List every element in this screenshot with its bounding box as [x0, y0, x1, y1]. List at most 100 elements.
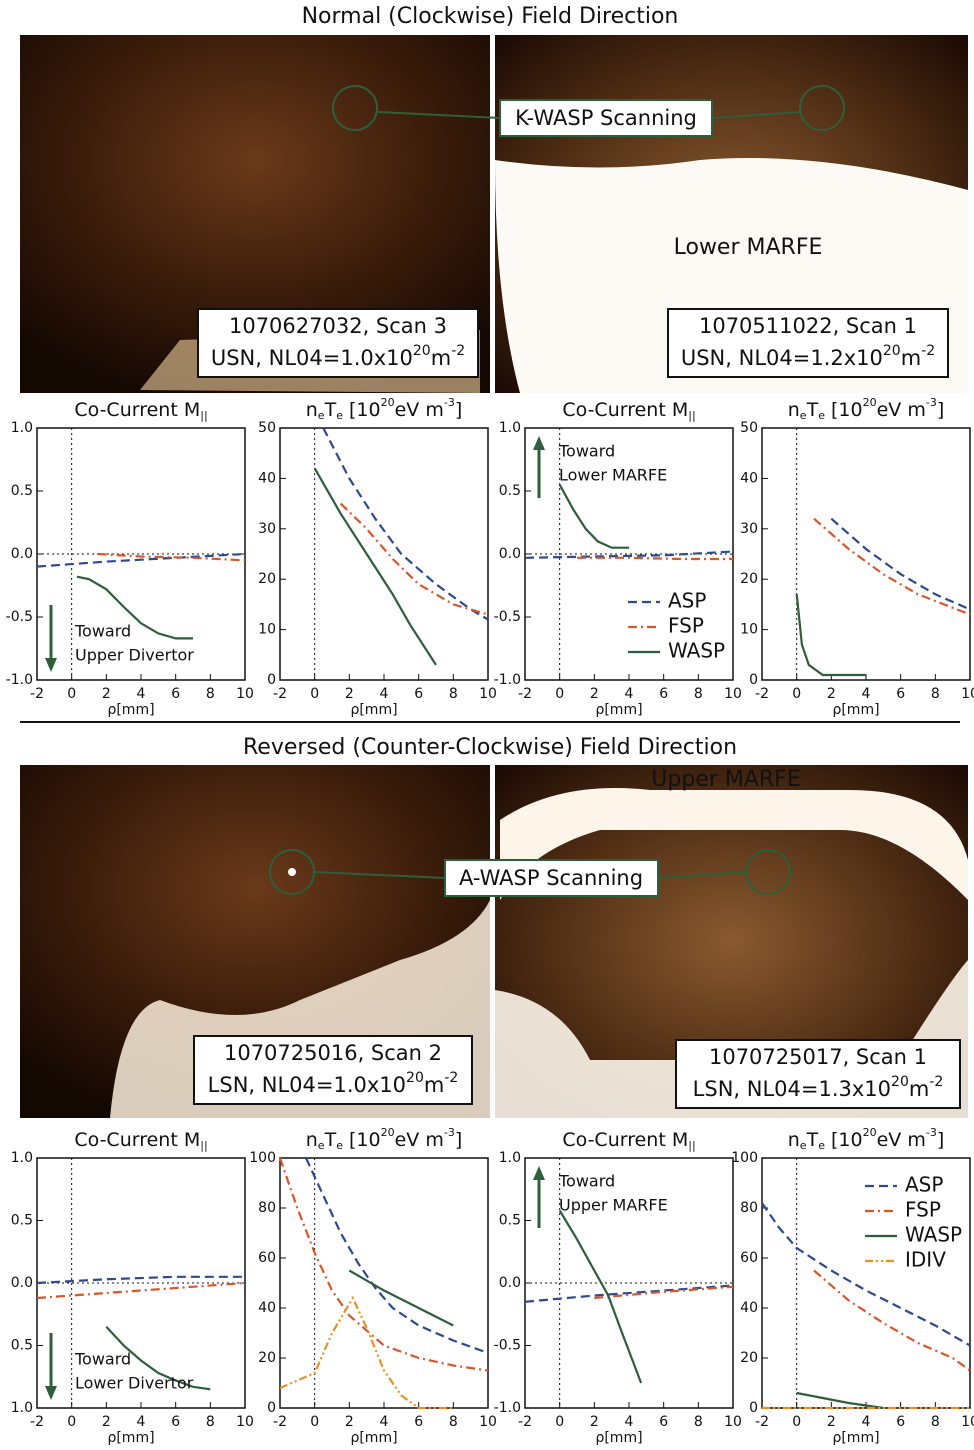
shot-box: 1070725017, Scan 1 LSN, NL04=1.3x1020m-2	[675, 1039, 961, 1109]
title-part: [10	[825, 399, 863, 421]
y-tick-label: 40	[258, 1300, 276, 1316]
series-line	[761, 1202, 971, 1347]
y-tick-label: 30	[258, 521, 276, 537]
y-tick-label: 100	[249, 1150, 276, 1166]
y-tick-label: 0.0	[11, 546, 33, 562]
y-tick-label: 60	[740, 1250, 758, 1266]
y-tick-label: 0	[749, 1400, 758, 1416]
title-part: eV m	[395, 399, 444, 421]
probe-spot	[288, 868, 296, 876]
y-tick-label: -0.5	[494, 609, 521, 625]
title-part: e	[318, 1139, 325, 1152]
title-part: eV m	[877, 1129, 926, 1151]
y-tick-label: 40	[258, 470, 276, 486]
x-tick-label: 10	[724, 686, 742, 702]
title-part: ]	[937, 1129, 944, 1151]
title-part: n	[788, 399, 800, 421]
series-line	[558, 1209, 643, 1384]
x-tick-label: 8	[931, 1414, 940, 1430]
x-tick-label: 0	[310, 686, 319, 702]
x-tick-label: 2	[345, 1414, 354, 1430]
y-tick-label: 30	[740, 521, 758, 537]
title-part: Co-Current M	[562, 399, 688, 421]
series-line	[348, 1269, 454, 1327]
x-tick-label: -2	[30, 1414, 44, 1430]
x-axis-label: ρ[mm]	[107, 702, 154, 718]
x-tick-label: 8	[694, 686, 703, 702]
annotation-arrowhead	[533, 1166, 545, 1180]
x-axis-label: ρ[mm]	[350, 1430, 397, 1446]
title-part: -3	[926, 396, 937, 409]
y-tick-label: 10	[740, 622, 758, 638]
x-tick-label: 4	[137, 686, 146, 702]
x-axis-label: ρ[mm]	[832, 702, 879, 718]
x-tick-label: -2	[755, 1414, 769, 1430]
section-title: Normal (Clockwise) Field Direction	[302, 4, 679, 29]
probe-circle	[799, 85, 845, 131]
y-tick-label: 20	[258, 571, 276, 587]
title-part: e	[318, 409, 325, 422]
y-tick-label: -0.5	[494, 1338, 521, 1354]
legend-label: ASP	[668, 589, 706, 613]
x-tick-label: 0	[310, 1414, 319, 1430]
y-tick-label: 1.0	[11, 1150, 33, 1166]
y-tick-label: 1.0	[499, 420, 521, 436]
series-line	[339, 502, 489, 616]
legend-label: WASP	[905, 1223, 962, 1247]
image-note: Upper MARFE	[651, 767, 800, 792]
x-tick-label: 6	[171, 1414, 180, 1430]
series-line	[278, 1157, 489, 1372]
condition: USN, NL04=1.2x1020m-2	[681, 343, 935, 370]
annotation: Upper Divertor	[75, 646, 194, 665]
arrow	[314, 871, 446, 879]
glow	[500, 788, 968, 900]
plot-frame	[761, 427, 971, 681]
callout-text: A-WASP Scanning	[459, 866, 643, 890]
x-tick-label: 4	[380, 686, 389, 702]
x-axis-label: ρ[mm]	[595, 702, 642, 718]
y-tick-label: 80	[258, 1200, 276, 1216]
chart-title: neTe [1020eV m-3]	[306, 396, 463, 422]
x-tick-label: 4	[625, 686, 634, 702]
x-axis-label: ρ[mm]	[832, 1430, 879, 1446]
title-part: 20	[381, 1126, 395, 1139]
series-line	[830, 517, 971, 611]
y-tick-label: 0	[749, 672, 758, 688]
y-tick-label: 80	[740, 1200, 758, 1216]
x-tick-label: 0	[792, 686, 801, 702]
arrow	[377, 111, 501, 119]
x-tick-label: 2	[102, 686, 111, 702]
series-line	[76, 575, 193, 640]
y-tick-label: 0.0	[11, 1275, 33, 1291]
title-part: T	[324, 1129, 337, 1151]
y-tick-label: 1.0	[11, 1400, 33, 1416]
legend-label: ASP	[905, 1173, 943, 1197]
title-part: -3	[926, 1126, 937, 1139]
x-tick-label: 6	[171, 686, 180, 702]
y-tick-label: -1.0	[494, 1400, 521, 1416]
y-tick-label: 20	[740, 571, 758, 587]
x-tick-label: 0	[792, 1414, 801, 1430]
title-part: 20	[381, 396, 395, 409]
chart-title: neTe [1020eV m-3]	[788, 1126, 945, 1152]
plot-frame	[279, 427, 489, 681]
x-tick-label: -2	[518, 1414, 532, 1430]
title-part: n	[306, 399, 318, 421]
x-tick-label: 0	[67, 1414, 76, 1430]
title-part: ]	[937, 399, 944, 421]
shot: 1070725016, Scan 2	[224, 1041, 442, 1065]
series-line	[305, 1157, 489, 1355]
y-tick-label: 40	[740, 1300, 758, 1316]
title-part: [10	[343, 1129, 381, 1151]
shot: 1070627032, Scan 3	[229, 314, 447, 338]
y-tick-label: 50	[740, 420, 758, 436]
series-line	[813, 517, 971, 616]
y-tick-label: 40	[740, 470, 758, 486]
series-line	[36, 1275, 245, 1285]
y-tick-label: 20	[740, 1350, 758, 1366]
x-tick-label: 0	[67, 686, 76, 702]
annotation: Toward	[74, 622, 131, 641]
y-tick-label: 60	[258, 1250, 276, 1266]
x-tick-label: 4	[862, 686, 871, 702]
callout: A-WASP Scanning	[444, 859, 659, 897]
